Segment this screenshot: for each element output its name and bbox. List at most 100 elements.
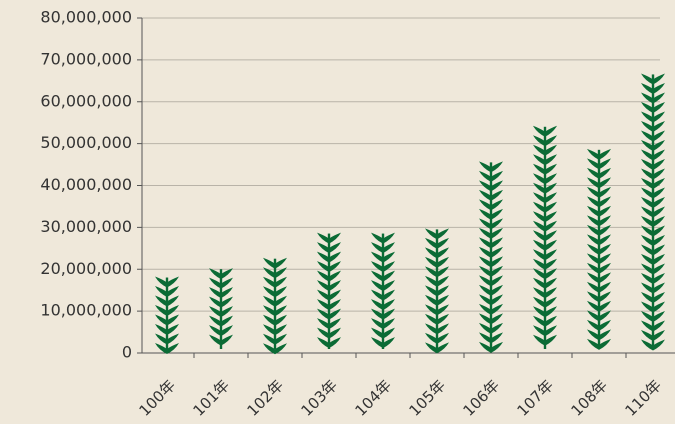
leaf (533, 135, 557, 147)
leaf (479, 256, 503, 268)
leaf (533, 296, 557, 308)
leaf (641, 130, 665, 142)
leaf (587, 262, 611, 274)
leaf (641, 272, 665, 284)
leaf (641, 234, 665, 246)
leaf (533, 239, 557, 251)
leaf (641, 253, 665, 265)
leaf (425, 275, 449, 287)
leaf (317, 327, 341, 339)
leaf (533, 287, 557, 299)
bar (371, 232, 395, 349)
leaf (371, 251, 395, 263)
leaf (533, 258, 557, 270)
leaf (587, 186, 611, 198)
leaf (317, 289, 341, 301)
stem (219, 269, 223, 349)
leaf (371, 299, 395, 311)
leaf (479, 313, 503, 325)
leaf (209, 315, 233, 327)
leaf (371, 232, 395, 244)
leaf (263, 324, 287, 336)
leaf (533, 192, 557, 204)
leaf (641, 206, 665, 218)
bar (155, 276, 179, 355)
leaf (371, 327, 395, 339)
leaf (641, 111, 665, 123)
leaf (371, 280, 395, 292)
leaf (209, 287, 233, 299)
leaf (479, 189, 503, 201)
leaf (641, 215, 665, 227)
leaf (371, 242, 395, 254)
leaf (641, 225, 665, 237)
leaf (641, 120, 665, 132)
stem (435, 229, 439, 349)
leaf (533, 220, 557, 232)
leaf (641, 310, 665, 322)
leaf (263, 267, 287, 279)
leaf (425, 285, 449, 297)
leaf (533, 125, 557, 137)
leaf (317, 280, 341, 292)
leaf (533, 277, 557, 289)
leaf (641, 82, 665, 94)
leaf (479, 284, 503, 296)
leaf (479, 199, 503, 211)
leaf (155, 333, 179, 345)
y-tick-label: 70,000,000 (40, 49, 132, 68)
leaf (263, 276, 287, 288)
leaf (479, 303, 503, 315)
bar (317, 232, 341, 349)
leaf (425, 237, 449, 249)
leaf (263, 343, 287, 355)
leaf (425, 304, 449, 316)
leaf (479, 170, 503, 182)
leaf (641, 187, 665, 199)
stem (381, 233, 385, 349)
leaf (371, 261, 395, 273)
leaf (263, 257, 287, 269)
leaf (317, 232, 341, 244)
leaf (479, 332, 503, 344)
leaf (263, 305, 287, 317)
leaf (479, 208, 503, 220)
leaf (587, 291, 611, 303)
leaf (317, 308, 341, 320)
leaf (371, 318, 395, 330)
leaf (155, 286, 179, 298)
leaf (533, 144, 557, 156)
leaf (155, 343, 179, 355)
leaf (641, 92, 665, 104)
leaf (425, 323, 449, 335)
leaf (587, 329, 611, 341)
leaf (641, 244, 665, 256)
leaf (587, 205, 611, 217)
leaf (479, 341, 503, 353)
y-tick-label: 60,000,000 (40, 91, 132, 110)
leaf (155, 324, 179, 336)
y-tick-label: 10,000,000 (40, 301, 132, 320)
leaf (209, 277, 233, 289)
leaf (155, 305, 179, 317)
leaf (587, 177, 611, 189)
leaf (587, 281, 611, 293)
leaf (479, 237, 503, 249)
leaf (587, 215, 611, 227)
leaf (155, 314, 179, 326)
bar (587, 148, 611, 350)
leaf (425, 228, 449, 240)
leaf (641, 339, 665, 351)
leaf (587, 310, 611, 322)
leaf (587, 148, 611, 160)
y-tick-label: 30,000,000 (40, 217, 132, 236)
leaf (533, 201, 557, 213)
leaf (641, 177, 665, 189)
leaf (641, 149, 665, 161)
leaf (533, 211, 557, 223)
leaf (263, 295, 287, 307)
leaf (479, 218, 503, 230)
leaf (533, 154, 557, 166)
leaf (371, 308, 395, 320)
leaf (425, 332, 449, 344)
